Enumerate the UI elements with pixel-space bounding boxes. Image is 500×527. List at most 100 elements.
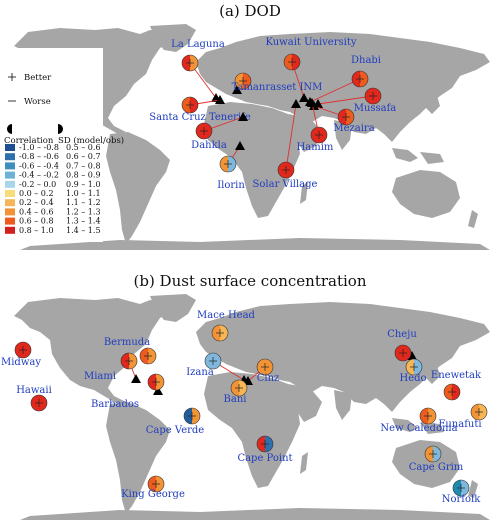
panel-b-title: (b) Dust surface concentration <box>133 272 366 290</box>
station-circle-outline <box>14 341 32 359</box>
station-site-triangle <box>291 99 301 108</box>
station-circle-outline <box>147 373 165 391</box>
legend-swatch <box>5 144 15 151</box>
legend-sd-range: 0.5 – 0.6 <box>66 143 101 152</box>
legend-sd-range: 1.2 – 1.3 <box>66 207 101 216</box>
station-marker: Ilorin <box>217 141 245 191</box>
legend-swatch <box>5 208 15 216</box>
station-marker: Mezaira <box>309 101 375 134</box>
station-marker: La Laguna <box>171 39 225 102</box>
panel-b-stations: Mace Head Cheju Bermuda Izana Cinz Midway Miam… <box>1 310 488 505</box>
station-marker: Funafuti <box>438 403 488 430</box>
station-label: King George <box>121 489 185 500</box>
legend-swatch <box>5 162 15 170</box>
station-label: Kuwait University <box>265 37 356 48</box>
station-circle-outline <box>443 383 461 401</box>
station-marker: Santa Cruz Tenerife <box>149 95 251 123</box>
station-circle-outline <box>211 324 229 342</box>
legend-swatch <box>5 190 15 197</box>
station-site-triangle <box>235 141 245 150</box>
station-label: Cape Grim <box>409 462 464 473</box>
legend-corr-range: 0.0 – 0.2 <box>19 189 54 198</box>
station-circle-outline <box>452 479 470 497</box>
station-label: Miami <box>84 371 116 382</box>
legend-corr-range: 0.6 – 0.8 <box>19 217 54 226</box>
sd-half-icon <box>58 124 63 134</box>
station-circle-outline <box>337 108 355 126</box>
station-label: Barbados <box>91 399 139 410</box>
legend-sd-range: 1.0 – 1.1 <box>66 189 101 198</box>
legend-sd-range: 0.8 – 0.9 <box>66 171 101 180</box>
station-circle-outline <box>256 435 274 453</box>
station-label: Izana <box>186 367 214 378</box>
station-label: Mezaira <box>333 123 374 134</box>
station-marker: Mace Head <box>197 310 256 342</box>
legend-sd-range: 1.1 – 1.2 <box>66 198 101 207</box>
legend-swatch <box>5 226 15 234</box>
legend-sd-range: 0.7 – 0.8 <box>66 161 101 170</box>
station-label: Solar Village <box>253 179 318 190</box>
station-circle-outline <box>139 347 157 365</box>
station-label: Hawaii <box>16 385 52 396</box>
station-site-triangle <box>131 374 141 383</box>
station-circle-outline <box>230 379 248 397</box>
correlation-header: Correlation <box>4 136 54 146</box>
panel-a-stations: La Laguna Kuwait University Dhabi Tamanrass… <box>149 37 396 191</box>
station-label: Bermuda <box>104 337 150 348</box>
station-circle-outline <box>256 358 274 376</box>
station-label: Enewetak <box>431 370 482 381</box>
legend-corr-range: -0.2 – 0.0 <box>19 180 56 189</box>
sd-header: SD (model/obs) <box>58 135 124 146</box>
station-label: Hedo <box>399 373 426 384</box>
station-circle-outline <box>419 407 437 425</box>
station-marker: Izana <box>186 352 249 384</box>
station-marker: Cape Point <box>237 435 293 464</box>
legend-corr-range: -0.6 – -0.4 <box>19 161 59 170</box>
station-site-triangle <box>243 376 253 385</box>
station-circle-outline <box>183 407 201 425</box>
station-marker: Midway <box>1 341 41 368</box>
station-marker: Hamim <box>297 98 334 153</box>
station-site-triangle <box>153 386 163 395</box>
station-label: Cheju <box>387 329 417 340</box>
legend-swatch <box>5 153 15 161</box>
station-marker: Enewetak <box>431 370 482 401</box>
station-marker: Bermuda <box>104 337 157 365</box>
station-label: La Laguna <box>171 39 225 50</box>
legend-corr-range: -0.8 – -0.6 <box>19 152 59 161</box>
station-marker: Bani <box>224 379 248 405</box>
legend-swatch <box>5 199 15 207</box>
station-label: New Caledonia <box>380 423 457 434</box>
station-leader-line <box>285 103 297 171</box>
station-marker: Cape Grim <box>409 445 464 473</box>
station-label: Tamanrasset INM <box>232 82 323 93</box>
worse-label: Worse <box>24 97 51 107</box>
station-marker: Cheju <box>387 329 417 362</box>
station-marker: Tamanrasset INM <box>232 72 323 94</box>
station-circle-outline <box>424 445 442 463</box>
station-marker: Dhabi <box>305 55 381 106</box>
station-label: Cape Verde <box>146 425 205 436</box>
station-circle-outline <box>147 475 165 493</box>
legend-corr-range: -0.4 – -0.2 <box>19 171 59 180</box>
station-circle-outline <box>351 70 369 88</box>
legend-corr-range: 0.8 – 1.0 <box>19 226 54 235</box>
station-circle-outline <box>470 403 488 421</box>
station-circle-outline <box>277 161 295 179</box>
station-label: Funafuti <box>438 419 481 430</box>
station-circle-outline <box>181 54 199 72</box>
station-circle-outline <box>234 72 252 90</box>
station-circle-outline <box>405 358 423 376</box>
legend-swatch <box>5 217 15 225</box>
legend: Better Worse Correlation SD (model/obs)-1.0… <box>3 48 124 242</box>
station-site-triangle <box>307 98 317 107</box>
station-circle-outline <box>120 352 138 370</box>
legend-corr-range: -1.0 – -0.8 <box>19 143 59 152</box>
station-label: Hamim <box>297 142 334 153</box>
station-leader-line <box>317 95 374 105</box>
legend-corr-range: 0.2 – 0.4 <box>19 198 54 207</box>
station-marker: Miami <box>84 352 141 383</box>
station-circle-outline <box>364 87 382 105</box>
station-label: Norfolk <box>442 494 481 505</box>
